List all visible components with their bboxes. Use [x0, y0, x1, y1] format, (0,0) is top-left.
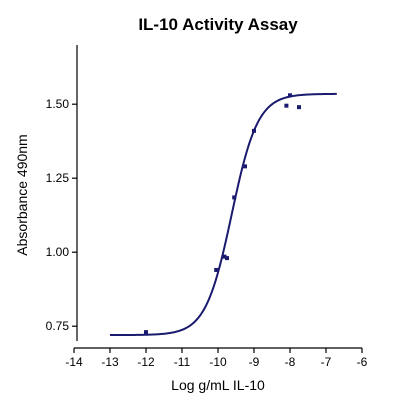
y-tick-label: 0.75	[46, 319, 70, 333]
data-point	[214, 267, 219, 272]
data-point	[243, 164, 247, 169]
data-point	[144, 330, 148, 335]
x-tick-label: -8	[285, 355, 296, 369]
y-axis-label: Absorbance 490nm	[14, 134, 30, 255]
data-point	[297, 105, 301, 110]
fit-curve	[110, 92, 337, 337]
x-tick-label: -9	[249, 355, 260, 369]
x-tick-label: -6	[357, 355, 368, 369]
data-point	[225, 256, 229, 261]
x-tick-label: -7	[321, 355, 332, 369]
x-tick-label: -10	[209, 355, 227, 369]
y-tick-label: 1.25	[46, 171, 70, 185]
fit-curve-layer	[110, 92, 337, 337]
x-tick-label: -14	[65, 355, 83, 369]
data-points-layer	[144, 93, 301, 335]
x-axis-label: Log g/mL IL-10	[171, 377, 265, 393]
x-axis-ticks: -14 -13 -12 -11 -10 -9 -8 -7 -6	[65, 348, 368, 369]
data-point	[252, 128, 256, 133]
x-tick-label: -11	[174, 355, 191, 369]
data-point	[288, 93, 292, 98]
y-tick-label: 1.00	[46, 245, 70, 259]
chart-title: IL-10 Activity Assay	[138, 15, 298, 34]
y-axis-ticks: 0.75 1.00 1.25 1.50	[46, 97, 77, 333]
data-point	[284, 103, 289, 108]
data-point	[232, 195, 237, 200]
y-tick-label: 1.50	[46, 97, 70, 111]
x-tick-label: -13	[101, 355, 119, 369]
x-tick-label: -12	[137, 355, 155, 369]
data-point	[222, 254, 227, 259]
plot-area: -14 -13 -12 -11 -10 -9 -8 -7 -6 0.75 1.00 1.25 1.50	[46, 45, 368, 369]
